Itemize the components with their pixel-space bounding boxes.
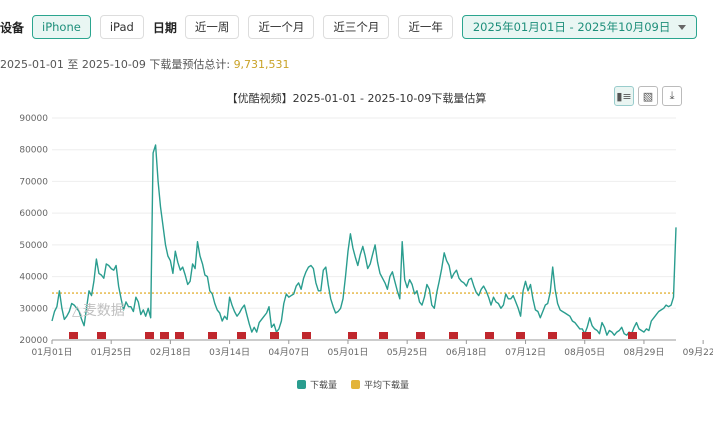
watermark: △麦数据	[72, 303, 125, 319]
date-range-value: 2025年01月01日 - 2025年10月09日	[472, 20, 671, 34]
date-range-picker[interactable]: 2025年01月01日 - 2025年10月09日	[461, 15, 698, 39]
event-flag-icon	[516, 332, 525, 339]
event-flag-icon	[449, 332, 458, 339]
event-flag-icon	[145, 332, 154, 339]
range-year-button[interactable]: 近一年	[398, 15, 453, 39]
summary-text: 2025-01-01 至 2025-10-09 下载量预估总计:	[0, 58, 231, 71]
x-tick-label: 09月22日	[683, 347, 713, 358]
x-tick-label: 06月18日	[446, 347, 487, 358]
y-tick-label: 30000	[19, 304, 48, 314]
event-flag-icon	[270, 332, 279, 339]
event-flag-icon	[416, 332, 425, 339]
line-bar-toggle-icon[interactable]: ▮≡	[614, 86, 634, 106]
legend-swatch-downloads	[297, 380, 306, 389]
y-tick-label: 60000	[19, 209, 48, 219]
x-tick-label: 04月07日	[268, 347, 309, 358]
device-ipad-button[interactable]: iPad	[99, 15, 144, 39]
y-tick-label: 80000	[19, 146, 48, 156]
x-tick-label: 03月14日	[209, 347, 250, 358]
event-flag-icon	[175, 332, 184, 339]
x-tick-label: 01月01日	[32, 347, 73, 358]
date-label: 日期	[152, 20, 177, 35]
legend-swatch-average	[351, 380, 361, 389]
chart-title: 【优酷视频】2025-01-01 - 2025-10-09下载量估算	[226, 92, 487, 105]
event-flag-icon	[485, 332, 494, 339]
x-tick-label: 05月01日	[328, 347, 369, 358]
legend-label-downloads: 下载量	[310, 381, 338, 391]
summary-total: 9,731,531	[233, 58, 290, 71]
download-summary: 2025-01-01 至 2025-10-09 下载量预估总计: 9,731,5…	[0, 56, 290, 72]
x-tick-label: 08月05日	[564, 347, 605, 358]
event-flag-icon	[160, 332, 169, 339]
event-flag-icon	[208, 332, 217, 339]
event-flag-icon	[582, 332, 591, 339]
legend-label-average: 平均下载量	[364, 381, 410, 391]
download-icon[interactable]: ⤓	[662, 86, 682, 106]
y-tick-label: 70000	[19, 177, 48, 187]
y-tick-label: 50000	[19, 241, 48, 251]
y-tick-label: 90000	[19, 114, 48, 124]
x-tick-label: 02月18日	[150, 347, 191, 358]
event-flag-icon	[237, 332, 246, 339]
chevron-down-icon	[678, 24, 687, 30]
device-iphone-button[interactable]: iPhone	[32, 15, 91, 39]
event-flag-icon	[69, 332, 78, 339]
chart-legend: 下载量 平均下载量	[297, 378, 423, 391]
device-label: 设备	[0, 20, 25, 35]
event-flag-icon	[628, 332, 637, 339]
image-export-icon[interactable]: ▧	[638, 86, 658, 106]
chart-toolbar: ▮≡ ▧ ⤓	[614, 86, 686, 106]
x-tick-label: 08月29日	[623, 347, 664, 358]
legend-item-average[interactable]: 平均下载量	[351, 378, 409, 391]
event-flag-icon	[302, 332, 311, 339]
y-tick-label: 20000	[19, 336, 48, 346]
x-tick-label: 01月25日	[91, 347, 132, 358]
series-line-downloads	[51, 144, 677, 336]
event-flag-icon	[379, 332, 388, 339]
event-flag-icon	[548, 332, 557, 339]
event-flag-icon	[97, 332, 106, 339]
x-tick-label: 07月12日	[505, 347, 546, 358]
x-tick-label: 05月25日	[387, 347, 428, 358]
range-month-button[interactable]: 近一个月	[248, 15, 315, 39]
range-week-button[interactable]: 近一周	[184, 15, 240, 39]
y-tick-label: 40000	[19, 273, 48, 283]
range-quarter-button[interactable]: 近三个月	[323, 15, 390, 39]
legend-item-downloads[interactable]: 下载量	[297, 378, 337, 391]
event-flag-icon	[348, 332, 357, 339]
filter-bar: 设备 iPhone iPad 日期 近一周 近一个月 近三个月 近一年 2025…	[0, 12, 698, 42]
